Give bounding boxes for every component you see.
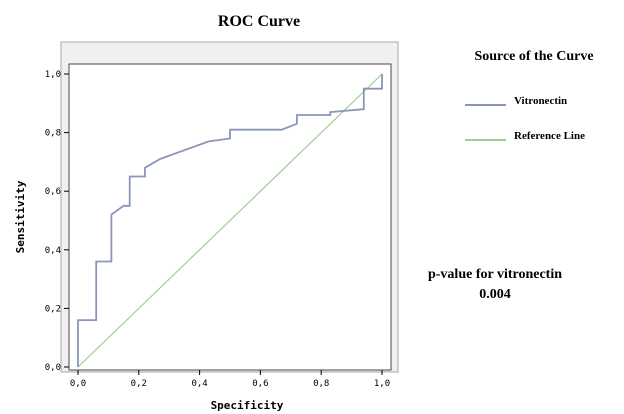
x-tick-label: 0,8 (313, 379, 329, 389)
y-tick-label: 0,2 (45, 304, 61, 314)
legend-title: Source of the Curve (474, 49, 593, 64)
x-axis: 0,0 0,2 0,4 0,6 0,8 1,0 (70, 370, 390, 389)
x-tick-label: 0,2 (131, 379, 147, 389)
series-line-reference (77, 73, 383, 368)
x-axis-label: Specificity (211, 399, 284, 412)
y-tick-label: 0,0 (45, 363, 61, 373)
chart-title: ROC Curve (218, 13, 300, 30)
p-value-number: 0.004 (479, 287, 511, 302)
legend: Source of the Curve Vitronectin Referenc… (465, 49, 594, 142)
y-tick-label: 0,8 (45, 129, 61, 139)
y-axis-label: Sensitivity (14, 180, 27, 253)
x-tick-label: 0,0 (70, 379, 86, 389)
series-line-vitronectin (77, 74, 383, 367)
y-tick-label: 0,4 (45, 246, 61, 256)
plot-area (68, 63, 392, 371)
x-tick-label: 0,6 (252, 379, 268, 389)
y-axis: 0,0 0,2 0,4 0,6 0,8 1,0 (45, 70, 69, 373)
legend-label-reference-line: Reference Line (514, 130, 585, 142)
y-tick-label: 0,6 (45, 187, 61, 197)
y-tick-label: 1,0 (45, 70, 61, 80)
x-tick-label: 1,0 (374, 379, 390, 389)
p-value-annotation: p-value for vitronectin 0.004 (428, 267, 562, 302)
x-tick-label: 0,4 (191, 379, 207, 389)
p-value-label: p-value for vitronectin (428, 267, 562, 282)
series-layer (77, 73, 383, 368)
legend-label-vitronectin: Vitronectin (514, 95, 567, 107)
